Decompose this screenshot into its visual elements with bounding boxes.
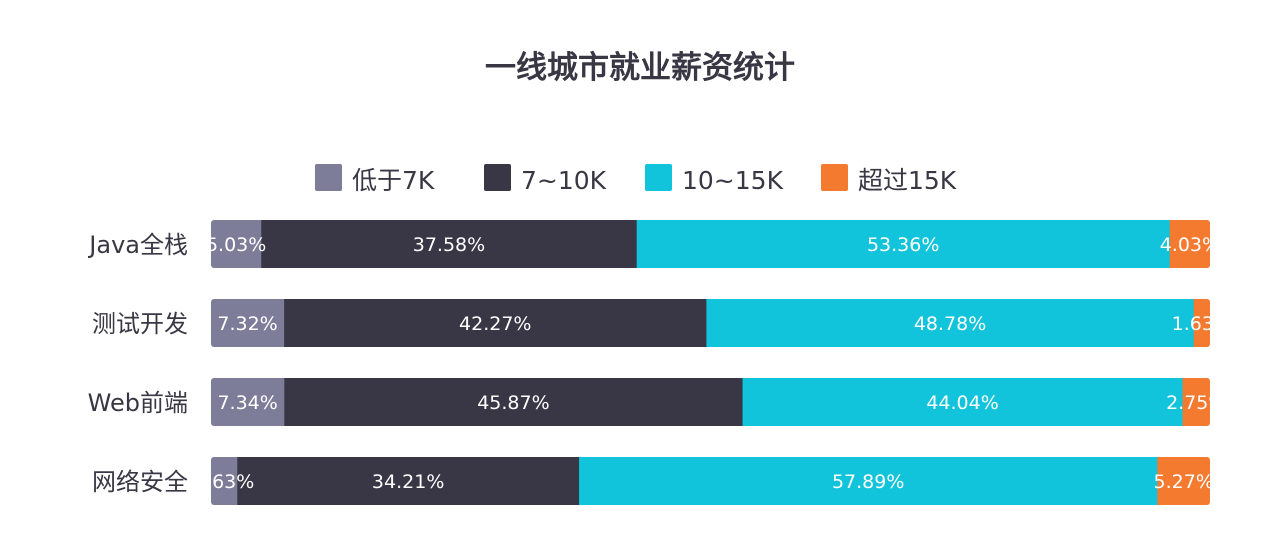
chart-legend: 低于7K 7~10K 10~15K 超过15K bbox=[315, 164, 957, 195]
bar-value-label-0-3: 4.03% bbox=[1160, 234, 1220, 256]
bar-value-label-0-0: 5.03% bbox=[206, 234, 266, 256]
bar-segment-0-3 bbox=[1169, 220, 1210, 268]
bar-value-label-1-0: 7.32% bbox=[217, 313, 277, 335]
bar-segment-0-1 bbox=[261, 220, 638, 268]
bar-value-label-2-0: 7.34% bbox=[217, 392, 277, 414]
legend-label-0: 低于7K bbox=[352, 166, 435, 195]
bar-segment-3-3 bbox=[1157, 457, 1210, 505]
bar-value-label-1-3: 1.63% bbox=[1172, 313, 1232, 335]
legend-label-2: 10~15K bbox=[682, 166, 784, 195]
bar-value-label-2-2: 44.04% bbox=[926, 392, 998, 414]
legend-swatch-2 bbox=[645, 164, 672, 191]
bar-segment-2-3 bbox=[1182, 378, 1210, 426]
bar-segment-3-2 bbox=[579, 457, 1158, 505]
bar-value-label-3-3: 5.27% bbox=[1153, 471, 1213, 493]
legend-label-3: 超过15K bbox=[858, 166, 957, 195]
category-label-1: 测试开发 bbox=[92, 310, 188, 338]
legend-label-1: 7~10K bbox=[521, 166, 607, 195]
bar-segment-1-0 bbox=[211, 299, 285, 347]
bar-value-label-3-2: 57.89% bbox=[832, 471, 904, 493]
bar-segment-2-2 bbox=[742, 378, 1184, 426]
bar-segment-2-0 bbox=[211, 378, 285, 426]
bar-segment-1-2 bbox=[706, 299, 1195, 347]
bar-row-0 bbox=[211, 220, 1210, 268]
bar-segment-3-1 bbox=[237, 457, 580, 505]
bar-row-3 bbox=[211, 457, 1210, 505]
bar-value-label-1-1: 42.27% bbox=[459, 313, 531, 335]
bar-row-1 bbox=[211, 299, 1210, 347]
legend-swatch-0 bbox=[315, 164, 342, 191]
bar-row-2 bbox=[211, 378, 1210, 426]
legend-swatch-1 bbox=[484, 164, 511, 191]
chart-bars: 5.03% 37.58% 53.36% 4.03% 7.32% 42.27% 48.78% 1… bbox=[194, 220, 1232, 505]
bar-value-label-2-1: 45.87% bbox=[477, 392, 549, 414]
bar-value-label-1-2: 48.78% bbox=[914, 313, 986, 335]
bar-segment-1-3 bbox=[1193, 299, 1210, 347]
bar-value-label-3-0: 2.63% bbox=[194, 471, 254, 493]
bar-value-label-2-3: 2.75% bbox=[1166, 392, 1226, 414]
legend-swatch-3 bbox=[821, 164, 848, 191]
bar-value-label-0-2: 53.36% bbox=[867, 234, 939, 256]
bar-segment-0-2 bbox=[636, 220, 1171, 268]
bar-value-label-0-1: 37.58% bbox=[413, 234, 485, 256]
category-label-3: 网络安全 bbox=[92, 468, 188, 496]
bar-segment-2-1 bbox=[284, 378, 744, 426]
category-label-0: Java全栈 bbox=[87, 231, 188, 259]
bar-segment-1-1 bbox=[284, 299, 707, 347]
bar-value-label-3-1: 34.21% bbox=[372, 471, 444, 493]
category-label-2: Web前端 bbox=[88, 389, 188, 417]
bar-segment-0-0 bbox=[211, 220, 262, 268]
chart-title: 一线城市就业薪资统计 bbox=[485, 50, 795, 86]
bar-segment-3-0 bbox=[211, 457, 238, 505]
